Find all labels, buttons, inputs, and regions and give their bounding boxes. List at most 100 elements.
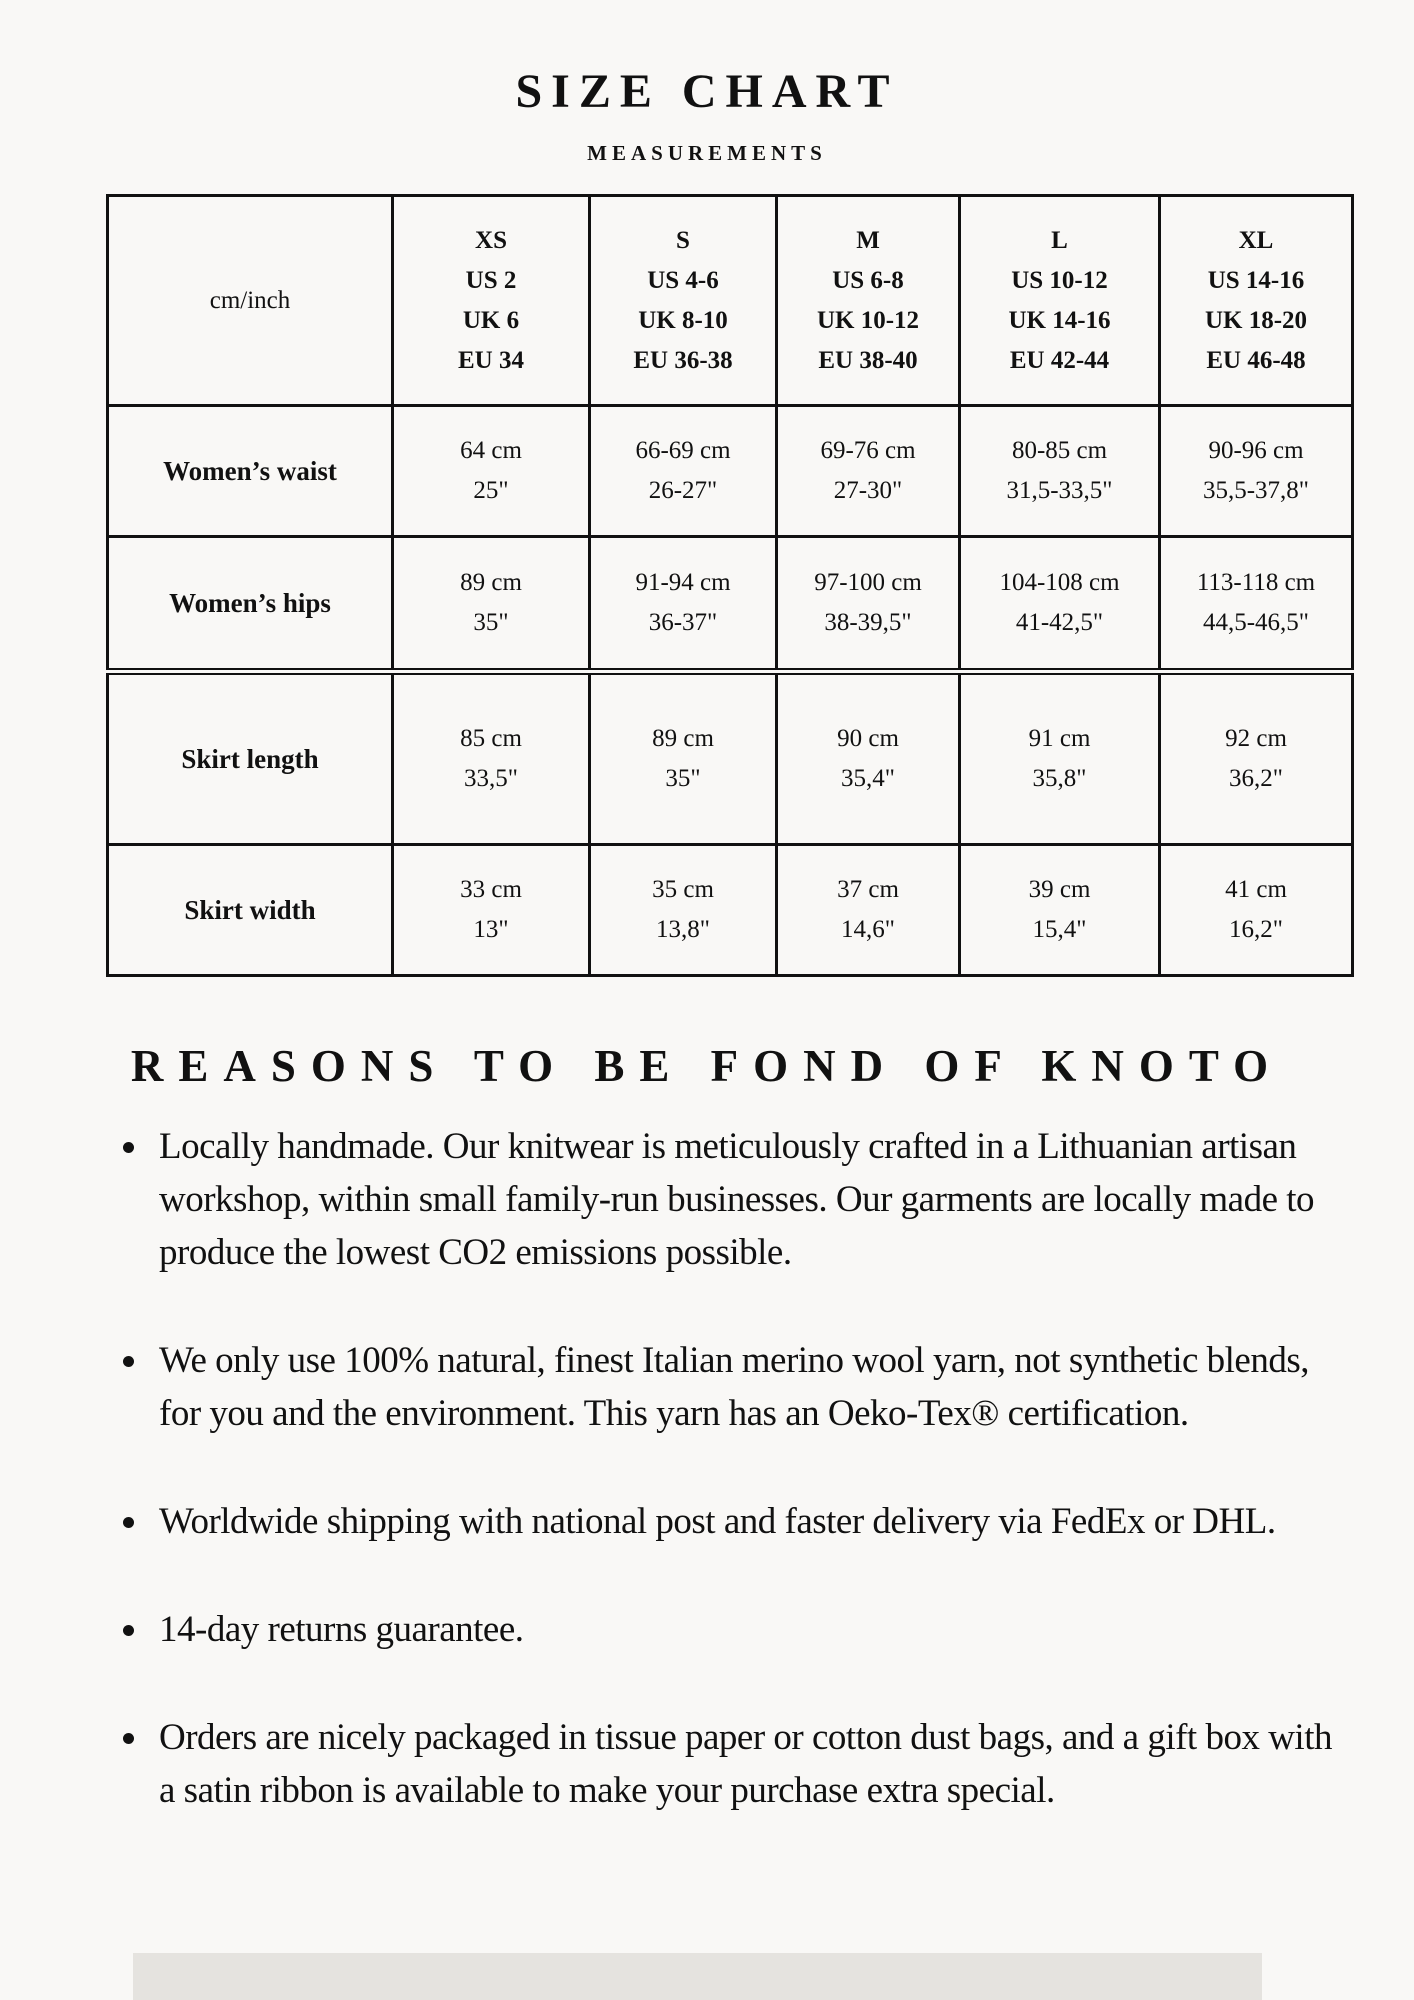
measurement-cell: 39 cm 15,4" xyxy=(958,843,1161,977)
measurement-cell: 35 cm 13,8" xyxy=(588,843,778,977)
bullet-icon xyxy=(123,1625,134,1636)
reason-text: Locally handmade. Our knitwear is meticu… xyxy=(159,1126,1315,1273)
reasons-list: Locally handmade. Our knitwear is meticu… xyxy=(0,1120,1414,1872)
inch-value: 35,4" xyxy=(841,765,895,792)
reason-item: Orders are nicely packaged in tissue pap… xyxy=(0,1711,1344,1817)
cm-value: 66-69 cm xyxy=(635,437,731,464)
footer-panel xyxy=(133,1953,1262,2000)
table-row: Women’s waist 64 cm 25" 66-69 cm 26-27" 69-76… xyxy=(106,404,1354,538)
page-subtitle: MEASUREMENTS xyxy=(587,141,827,165)
reason-item: Worldwide shipping with national post an… xyxy=(0,1495,1344,1548)
reason-text: Worldwide shipping with national post an… xyxy=(159,1501,1276,1542)
bullet-icon xyxy=(123,1356,134,1367)
size-size: XS xyxy=(475,226,507,254)
cm-value: 113-118 cm xyxy=(1196,569,1316,596)
cm-value: 91-94 cm xyxy=(635,569,731,596)
measurement-cell: 66-69 cm 26-27" xyxy=(588,404,778,538)
inch-value: 36,2" xyxy=(1229,765,1283,792)
measurement-cell: 89 cm 35" xyxy=(588,670,778,846)
cm-value: 89 cm xyxy=(460,569,522,596)
size-us: US 14-16 xyxy=(1207,266,1305,294)
size-eu: EU 34 xyxy=(458,346,524,374)
inch-value: 35" xyxy=(473,609,509,636)
reason-text: Orders are nicely packaged in tissue pap… xyxy=(159,1717,1332,1811)
inch-value: 26-27" xyxy=(648,477,718,504)
table-row: Women’s hips 89 cm 35" 91-94 cm 36-37" 97-100… xyxy=(106,535,1354,675)
reasons-heading: REASONS TO BE FOND OF KNOTO xyxy=(130,1041,1284,1091)
inch-value: 27-30" xyxy=(833,477,903,504)
bullet-icon xyxy=(123,1142,134,1153)
unit-cell: cm/inch xyxy=(106,194,394,407)
row-label: Women’s hips xyxy=(106,535,394,675)
page-title: SIZE CHART xyxy=(515,65,899,118)
cm-value: 104-108 cm xyxy=(999,569,1120,596)
inch-value: 15,4" xyxy=(1032,916,1087,943)
size-uk: UK 6 xyxy=(462,306,520,334)
cm-value: 89 cm xyxy=(652,725,714,752)
inch-value: 35,5-37,8" xyxy=(1202,477,1310,504)
measurement-cell: 89 cm 35" xyxy=(391,535,591,675)
table-row: Skirt length 85 cm 33,5" 89 cm 35" 90 cm 35,4"… xyxy=(106,670,1354,846)
inch-value: 16,2" xyxy=(1229,916,1283,943)
size-header-m: M US 6-8 UK 10-12 EU 38-40 xyxy=(775,194,961,407)
cm-value: 37 cm xyxy=(837,876,899,903)
inch-value: 44,5-46,5" xyxy=(1202,609,1310,636)
bullet-icon xyxy=(123,1733,134,1744)
header-row: cm/inch XS US 2 UK 6 EU 34 S US 4-6 UK 8-10 EU 3… xyxy=(106,194,1354,407)
measurement-cell: 64 cm 25" xyxy=(391,404,591,538)
measurement-cell: 85 cm 33,5" xyxy=(391,670,591,846)
size-uk: UK 10-12 xyxy=(816,306,920,334)
size-chart-table: cm/inch XS US 2 UK 6 EU 34 S US 4-6 UK 8-10 EU 3… xyxy=(106,194,1354,977)
reason-text: We only use 100% natural, finest Italian… xyxy=(159,1340,1310,1434)
inch-value: 35,8" xyxy=(1032,765,1087,792)
inch-value: 25" xyxy=(473,477,509,504)
size-size: L xyxy=(1051,226,1068,254)
measurement-cell: 91 cm 35,8" xyxy=(958,670,1161,846)
measurement-cell: 92 cm 36,2" xyxy=(1158,670,1354,846)
measurement-cell: 33 cm 13" xyxy=(391,843,591,977)
cm-value: 69-76 cm xyxy=(820,437,916,464)
bullet-icon xyxy=(123,1517,134,1528)
size-eu: EU 36-38 xyxy=(633,346,733,374)
measurement-cell: 97-100 cm 38-39,5" xyxy=(775,535,961,675)
row-label: Skirt width xyxy=(106,843,394,977)
inch-value: 31,5-33,5" xyxy=(1006,477,1113,504)
cm-value: 97-100 cm xyxy=(814,569,922,596)
cm-value: 64 cm xyxy=(460,437,522,464)
inch-value: 38-39,5" xyxy=(824,609,912,636)
table-row: Skirt width 33 cm 13" 35 cm 13,8" 37 cm 14,6" 3… xyxy=(106,843,1354,977)
cm-value: 41 cm xyxy=(1225,876,1287,903)
size-us: US 2 xyxy=(465,266,517,294)
cm-value: 92 cm xyxy=(1225,725,1287,752)
size-header-s: S US 4-6 UK 8-10 EU 36-38 xyxy=(588,194,778,407)
measurement-cell: 91-94 cm 36-37" xyxy=(588,535,778,675)
measurement-cell: 80-85 cm 31,5-33,5" xyxy=(958,404,1161,538)
inch-value: 33,5" xyxy=(464,765,518,792)
size-uk: UK 18-20 xyxy=(1204,306,1308,334)
size-us: US 4-6 xyxy=(647,266,719,294)
size-uk: UK 14-16 xyxy=(1008,306,1111,334)
cm-value: 33 cm xyxy=(460,876,522,903)
inch-value: 14,6" xyxy=(841,916,895,943)
measurement-cell: 90 cm 35,4" xyxy=(775,670,961,846)
measurement-cell: 69-76 cm 27-30" xyxy=(775,404,961,538)
measurement-cell: 41 cm 16,2" xyxy=(1158,843,1354,977)
cm-value: 39 cm xyxy=(1028,876,1091,903)
reason-text: 14-day returns guarantee. xyxy=(159,1609,524,1650)
measurement-cell: 104-108 cm 41-42,5" xyxy=(958,535,1161,675)
size-header-l: L US 10-12 UK 14-16 EU 42-44 xyxy=(958,194,1161,407)
size-eu: EU 46-48 xyxy=(1206,346,1306,374)
cm-value: 80-85 cm xyxy=(1011,437,1108,464)
measurement-cell: 113-118 cm 44,5-46,5" xyxy=(1158,535,1354,675)
size-header-xl: XL US 14-16 UK 18-20 EU 46-48 xyxy=(1158,194,1354,407)
inch-value: 36-37" xyxy=(648,609,718,636)
size-size: S xyxy=(676,226,690,254)
cm-value: 91 cm xyxy=(1028,725,1091,752)
row-label: Women’s waist xyxy=(106,404,394,538)
cm-value: 90 cm xyxy=(837,725,899,752)
inch-value: 35" xyxy=(665,765,701,792)
size-size: XL xyxy=(1238,226,1274,254)
cm-value: 90-96 cm xyxy=(1208,437,1304,464)
cm-value: 35 cm xyxy=(652,876,714,903)
inch-value: 13" xyxy=(473,916,509,943)
